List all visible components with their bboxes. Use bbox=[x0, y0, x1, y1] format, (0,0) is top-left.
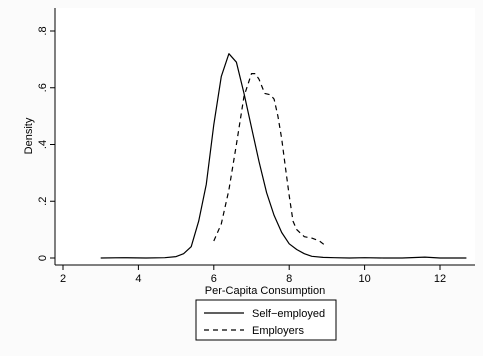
series-line-self-employed bbox=[100, 53, 467, 259]
x-tick-label: 4 bbox=[135, 273, 141, 285]
y-axis-title: Density bbox=[23, 117, 35, 154]
legend: Self−employed Employers bbox=[195, 299, 337, 341]
series-layer bbox=[100, 53, 467, 259]
y-tick-label: .6 bbox=[37, 83, 49, 92]
legend-label-employers: Employers bbox=[252, 325, 304, 337]
series-line-employers bbox=[213, 72, 328, 248]
x-tick-label: 2 bbox=[60, 273, 66, 285]
y-tick-label: .2 bbox=[37, 197, 49, 206]
y-tick-label: .8 bbox=[37, 26, 49, 35]
legend-box bbox=[195, 299, 337, 341]
x-tick-label: 8 bbox=[286, 273, 292, 285]
legend-label-self-employed: Self−employed bbox=[252, 308, 325, 320]
y-tick-label: .4 bbox=[37, 140, 49, 149]
x-tick-label: 10 bbox=[358, 273, 370, 285]
x-ticks: 2 4 6 8 10 12 bbox=[60, 265, 446, 285]
y-tick-label: 0 bbox=[37, 255, 49, 261]
x-tick-label: 12 bbox=[434, 273, 446, 285]
y-ticks: 0 .2 .4 .6 .8 bbox=[37, 26, 55, 261]
x-axis-title: Per-Capita Consumption bbox=[205, 285, 325, 297]
x-tick-label: 6 bbox=[211, 273, 217, 285]
plot-area bbox=[55, 8, 475, 265]
